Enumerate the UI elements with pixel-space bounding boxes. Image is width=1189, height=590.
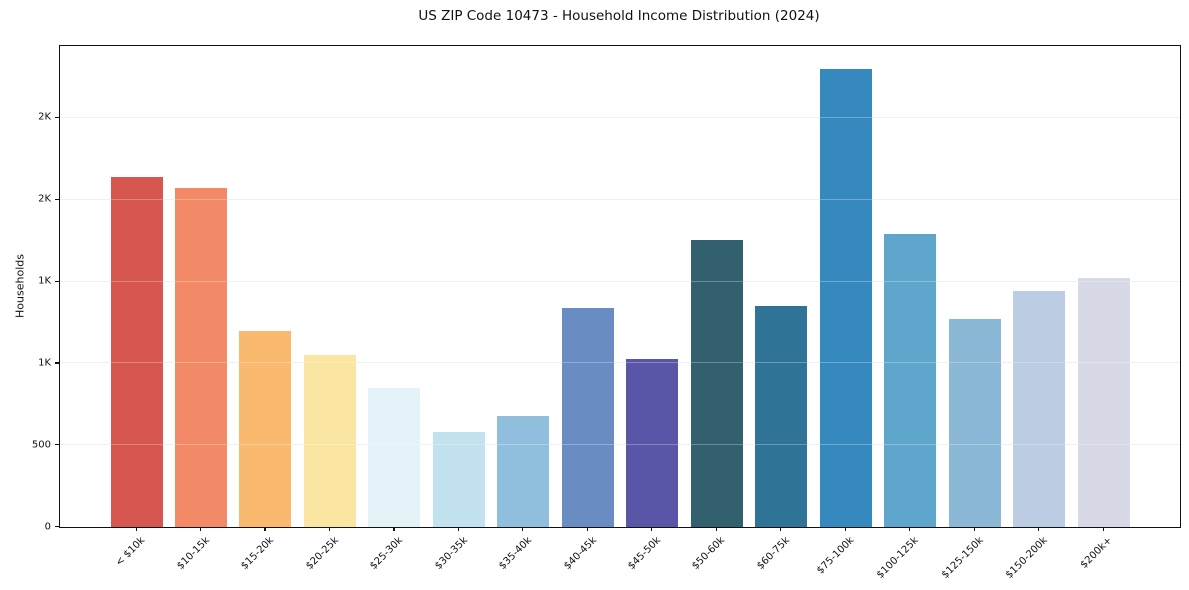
x-tick-mark — [264, 527, 266, 531]
gridline-overlay — [60, 117, 1180, 118]
gridline — [60, 117, 1180, 118]
gridline-overlay — [60, 444, 1180, 446]
x-tick-mark — [1102, 527, 1104, 531]
bar-60-75k — [755, 306, 808, 527]
bar-20-25k — [303, 355, 356, 527]
y-tick-mark — [55, 444, 59, 446]
x-tick-mark — [715, 527, 717, 531]
x-tick-mark — [522, 527, 524, 531]
y-tick-mark — [55, 280, 59, 282]
bar-50-60k — [690, 239, 743, 527]
y-tick-mark — [55, 116, 59, 119]
y-tick-mark — [55, 198, 59, 200]
x-tick-mark — [1038, 527, 1040, 531]
bar-40-45k — [561, 307, 614, 527]
gridline — [60, 280, 1180, 282]
bar-75-100k — [819, 68, 872, 527]
bar-25-30k — [368, 387, 421, 527]
bar-35-40k — [497, 415, 550, 527]
gridline — [60, 362, 1180, 364]
y-tick-label: 2K — [38, 111, 51, 123]
x-tick-mark — [780, 527, 782, 531]
x-tick-mark — [844, 527, 846, 531]
y-tick-label: 1K — [38, 275, 51, 287]
gridline-overlay — [60, 362, 1180, 364]
y-tick-mark — [55, 526, 59, 528]
bar-15-20k — [239, 330, 292, 527]
x-tick-mark — [199, 527, 202, 531]
x-tick-mark — [586, 527, 588, 531]
bar-200k — [1077, 278, 1130, 527]
bar-30-35k — [432, 432, 485, 527]
x-tick-mark — [457, 527, 460, 531]
plot-area — [59, 45, 1181, 528]
x-tick-mark — [651, 527, 653, 531]
bar-10-15k — [174, 188, 227, 527]
bar-150-200k — [1013, 290, 1066, 527]
x-tick-mark — [135, 527, 137, 531]
x-tick-mark — [909, 527, 911, 531]
y-tick-label: 2K — [38, 193, 51, 205]
y-tick-label: 500 — [31, 439, 51, 451]
x-tick-mark — [973, 527, 975, 531]
y-tick-label: 0 — [44, 521, 51, 532]
gridline-overlay — [60, 198, 1180, 200]
bar-45-50k — [626, 359, 679, 527]
bar-10k — [110, 176, 163, 527]
gridline-overlay — [60, 280, 1180, 282]
x-tick-mark — [393, 527, 395, 531]
y-tick-label: 1K — [38, 357, 51, 369]
x-tick-mark — [328, 527, 331, 531]
bar-100-125k — [884, 234, 937, 527]
gridline — [60, 198, 1180, 200]
bar-125-150k — [948, 319, 1001, 527]
gridline — [60, 444, 1180, 446]
chart-title: US ZIP Code 10473 - Household Income Dis… — [418, 8, 820, 24]
y-tick-mark — [55, 362, 59, 364]
